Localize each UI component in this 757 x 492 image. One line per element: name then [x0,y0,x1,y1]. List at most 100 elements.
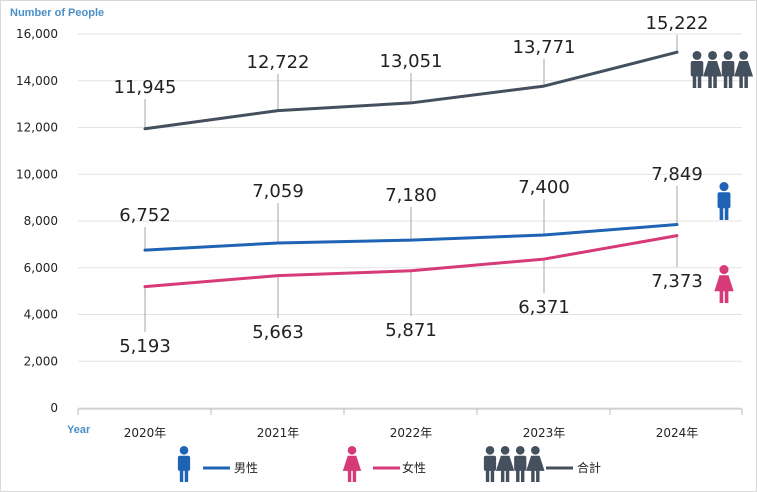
data-label-total: 12,722 [247,52,310,73]
y-tick-label: 6,000 [24,261,58,275]
person-leg [739,75,743,88]
person-leg [505,470,510,482]
person-leg [490,470,495,482]
legend-label: 男性 [234,461,258,475]
legend-label: 女性 [402,460,426,475]
y-tick-label: 0 [50,401,58,415]
group-people-icon [483,446,545,482]
female-body [703,60,722,77]
female-person-icon [714,265,734,303]
data-label-female: 6,371 [518,297,570,318]
female-head [500,446,510,455]
x-tick-label: 2024年 [656,426,699,440]
male-body [717,192,731,209]
person-leg [724,207,729,220]
legend: 男性 女性 合計 [177,446,601,482]
x-axis: 2020年 2021年 2022年 2023年 2024年 [77,408,743,440]
person-leg [713,75,717,88]
data-label-female: 7,373 [651,271,703,292]
female-body [495,455,515,471]
person-leg [697,75,702,88]
data-label-female: 5,663 [252,322,304,343]
data-label-total: 11,945 [114,77,177,98]
person-leg [531,470,535,482]
group-people-icon [690,51,754,88]
y-tick-label: 14,000 [16,74,58,88]
x-tick-label: 2020年 [124,426,167,440]
person-leg [723,75,728,88]
person-leg [500,470,505,482]
female-body [526,455,545,471]
x-tick-label: 2022年 [390,426,433,440]
person-leg [347,470,352,482]
x-tick-label: 2023年 [523,426,566,440]
y-tick-label: 8,000 [24,214,58,228]
male-person-icon [717,182,731,220]
female-head [719,265,729,275]
gridlines [78,33,742,409]
person-leg [536,470,540,482]
person-leg [719,290,724,303]
female-head [347,446,357,455]
data-label-male: 7,059 [252,181,304,202]
y-tick-label: 16,000 [16,27,58,41]
legend-item-male: 男性 [177,446,258,482]
male-person-icon [177,446,191,482]
data-label-female: 5,871 [385,320,437,341]
y-axis-ticks: 0 2,000 4,000 6,000 8,000 10,000 12,000 14,000 1… [16,27,58,415]
y-axis-title: Number of People [10,7,105,19]
female-body [342,455,362,471]
male-body [514,455,527,471]
legend-label: 合計 [577,460,601,475]
person-leg [719,207,724,220]
label-leader-lines [144,35,678,332]
x-tick-label: 2021年 [257,426,300,440]
male-head [515,446,525,455]
data-label-male: 7,849 [651,164,703,185]
male-body [483,455,497,471]
person-leg [520,470,525,482]
data-label-male: 6,752 [119,205,171,226]
person-leg [184,470,189,482]
male-body [177,455,191,471]
male-head [719,182,729,192]
male-head [179,446,189,455]
person-leg [728,75,733,88]
male-head [485,446,495,455]
person-leg [179,470,184,482]
y-tick-label: 4,000 [24,308,58,322]
female-body [734,60,754,77]
y-tick-label: 12,000 [16,121,58,135]
person-leg [352,470,357,482]
y-tick-label: 10,000 [16,167,58,181]
female-head [531,446,540,455]
female-head [739,51,749,60]
person-leg [692,75,697,88]
series-lines [143,50,679,289]
data-label-total: 13,051 [380,51,443,72]
data-label-female: 5,193 [119,336,171,357]
male-head [723,51,733,60]
data-label-male: 7,400 [518,177,570,198]
female-person-icon [342,446,362,482]
data-labels: 6,752 7,059 7,180 7,400 7,849 5,193 5,663 5,871… [114,13,709,357]
legend-item-female: 女性 [342,446,426,482]
person-leg [485,470,490,482]
x-axis-title: Year [67,424,91,436]
series-icons [690,51,754,303]
data-label-total: 13,771 [513,37,576,58]
person-leg [744,75,748,88]
y-tick-label: 2,000 [24,354,58,368]
male-body [721,60,735,77]
person-leg [516,470,520,482]
female-body [714,275,734,292]
male-body [690,60,704,77]
person-leg [708,75,712,88]
legend-item-total: 合計 [483,446,601,482]
male-head [692,51,702,60]
female-head [708,51,717,60]
data-label-total: 15,222 [646,13,709,34]
person-leg [724,290,729,303]
